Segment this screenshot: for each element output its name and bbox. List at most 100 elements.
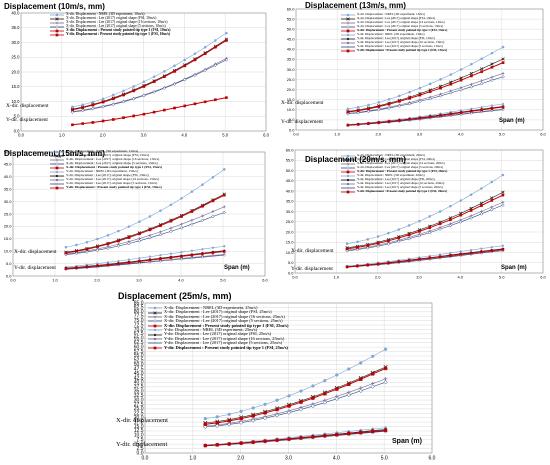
legend-label: Y-dir. Displacement : Lee (2017) origina… [164,335,285,341]
legend-marker [153,346,157,350]
data-point [428,90,432,94]
chart-title-15ms: Displacement (15m/s, mm) [4,149,105,158]
data-point [345,265,349,269]
data-point [111,93,115,97]
legend-swatch [148,333,162,336]
data-point [480,247,483,250]
legend-swatch [341,17,355,21]
data-point [386,242,391,246]
data-point [501,57,505,61]
legend-label: X-dir. Displacement : Lee (2017) origina… [357,157,436,162]
plot-frame [294,149,544,274]
legend-item: Y-dir. Displacement : NREL (3D experimen… [148,327,288,332]
data-point [71,108,74,112]
legend-item: X-dir. Displacement : NREL (3D experimen… [148,305,288,310]
series-y-nrel [345,244,505,268]
data-point [201,214,204,218]
legend-label: X-dir. Displacement : Lee (2017) origina… [66,161,158,166]
legend-marker [55,162,59,166]
legend-item: Y-dir. Displacement : Lee (2017) origina… [148,332,288,336]
legend-swatch [50,21,64,25]
data-point [490,107,494,110]
data-point [159,257,162,261]
x-tick-label: 0.0 [293,132,299,137]
legend-label: X-dir. Displacement : Lee (2017) origina… [66,24,166,29]
data-point [398,119,401,122]
data-point [501,102,505,106]
x-tick-label: 0.0 [10,278,16,283]
series-line [72,59,227,113]
data-point [137,239,142,243]
data-point [117,229,120,233]
legend-swatch [341,37,355,41]
data-point [275,407,279,412]
y-tick-label: 10.0 [287,107,296,112]
series-line [347,73,504,114]
y-tick-label: 20.0 [11,69,20,74]
data-point [159,259,162,263]
data-point [418,257,421,261]
legend-label: Y-dir. Displacement : Lee (2017) origina… [66,181,158,186]
legend-swatch [50,13,64,17]
xdir-label-13ms: X-dir. displacement [281,100,324,106]
data-point [96,237,99,241]
y-tick-label: 40.0 [4,174,13,179]
data-point [470,74,473,78]
data-point [480,250,483,254]
panel-25ms: 0.0 2.5 5.0 7.5 10.0 12.5 15.0 17.5 20.0 22.5 25.0… [112,290,440,465]
data-point [449,73,453,76]
data-point [408,97,411,100]
x-tick-label: 5.0 [499,275,505,280]
data-point [223,245,226,248]
data-point [323,379,327,383]
data-point [183,58,187,62]
data-point [211,251,215,255]
legend-item: Y-dir. Displacement : Present study poin… [341,190,447,194]
legend-item: X-dir. Displacement : Lee (2017) origina… [50,24,170,29]
data-point [377,101,381,104]
x-tick-label: 3.0 [141,133,147,138]
legend-marker [153,333,157,336]
data-point [458,220,463,224]
legend-item: Y-dir. Displacement : NREL (3D experimen… [341,33,447,37]
data-point [322,400,328,405]
data-point [203,443,207,448]
series-line [347,204,504,252]
legend-label: X-dir. Displacement : Lee (2017) origina… [164,313,285,319]
data-point [439,114,442,117]
legend-swatch [341,154,355,158]
legend-marker [55,182,59,186]
data-point [190,210,194,213]
series-line [347,46,504,110]
data-point [287,394,291,398]
data-point [117,239,120,243]
legend-label: X-dir. Displacement : Lee (2017) origina… [66,20,168,25]
data-point [490,109,494,113]
data-point [418,219,421,223]
x-tick-label: 6.0 [263,133,269,138]
series-line [347,191,504,249]
span-label-13ms: Span (m) [499,118,525,124]
data-point [75,266,78,270]
data-point [222,205,226,209]
x-tick-label: 2.0 [237,456,244,462]
span-label-20ms: Span (m) [501,265,527,271]
data-point [367,122,370,125]
series-x-nrel [203,347,388,421]
y-tick-label: 52.5 [134,358,144,364]
legend-swatch [50,29,64,33]
data-point [397,228,401,231]
legend-marker [346,174,350,178]
xdir-label-20ms: X-dir. displacement [291,248,334,254]
legend-item: X-dir. Displacement : Present study poin… [148,323,288,328]
data-point [203,424,208,430]
legend-marker [55,158,59,162]
legend-swatch [341,13,355,17]
data-point [127,261,131,264]
series-line [205,366,386,424]
legend-marker [346,49,350,53]
data-point [203,45,207,49]
x-tick-label: 5.0 [222,133,228,138]
series-x-sec5 [346,75,505,116]
data-point [148,258,152,262]
